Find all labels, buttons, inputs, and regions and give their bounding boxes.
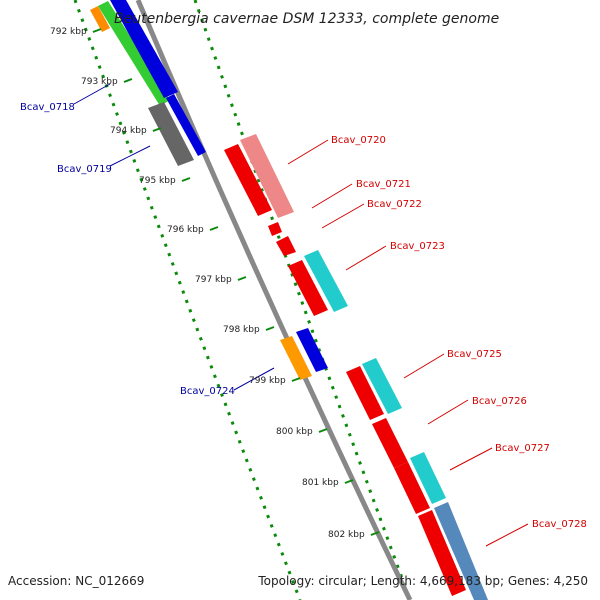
gene-label: Bcav_0724 bbox=[180, 386, 235, 397]
gene-label: Bcav_0718 bbox=[20, 102, 75, 113]
tick-labels: 792 kbp 793 kbp 794 kbp 795 kbp 796 kbp … bbox=[50, 27, 365, 540]
leader-line bbox=[321, 203, 365, 229]
topology-text: Topology: circular; Length: 4,669,183 bp… bbox=[258, 574, 588, 588]
tick-marks bbox=[92, 28, 380, 536]
gene-feature bbox=[240, 134, 294, 218]
gene-label: Bcav_0726 bbox=[472, 396, 527, 407]
gene-feature bbox=[98, 1, 170, 106]
gene-feature bbox=[166, 94, 206, 156]
gene-label: Bcav_0721 bbox=[356, 179, 411, 190]
accession-text: Accession: NC_012669 bbox=[8, 574, 145, 588]
tick-label: 793 kbp bbox=[81, 77, 118, 87]
tick-mark bbox=[291, 377, 301, 382]
genome-backbone bbox=[135, 0, 413, 600]
gene-feature bbox=[288, 260, 328, 316]
tick-mark bbox=[181, 177, 191, 182]
gene-feature bbox=[224, 144, 272, 216]
outer-dotted-track bbox=[193, 0, 412, 600]
gene-feature bbox=[394, 462, 430, 514]
tick-mark bbox=[344, 479, 354, 484]
tick-mark bbox=[265, 326, 275, 331]
gene-feature bbox=[268, 222, 282, 236]
gene-feature bbox=[372, 418, 408, 468]
gene-feature bbox=[296, 328, 328, 372]
leader-line bbox=[109, 145, 151, 167]
leader-line bbox=[345, 245, 387, 271]
tick-label: 801 kbp bbox=[302, 478, 339, 488]
leader-line bbox=[403, 353, 445, 379]
tick-mark bbox=[92, 28, 102, 33]
leader-line bbox=[311, 183, 353, 209]
gene-feature bbox=[280, 336, 312, 380]
gene-feature bbox=[362, 358, 402, 414]
tick-label: 802 kbp bbox=[328, 530, 365, 540]
gene-feature bbox=[346, 366, 384, 420]
leader-line bbox=[287, 139, 329, 165]
gene-label: Bcav_0727 bbox=[495, 443, 550, 454]
gene-feature bbox=[418, 510, 466, 596]
tick-label: 792 kbp bbox=[50, 27, 87, 37]
tick-label: 800 kbp bbox=[276, 427, 313, 437]
leader-line bbox=[485, 523, 529, 547]
gene-label: Bcav_0719 bbox=[57, 164, 112, 175]
tick-label: 797 kbp bbox=[195, 275, 232, 285]
reverse-strand-features bbox=[90, 0, 328, 380]
tick-mark bbox=[318, 428, 328, 433]
tick-label: 796 kbp bbox=[167, 225, 204, 235]
tick-mark bbox=[370, 531, 380, 536]
label-leaders bbox=[73, 83, 529, 547]
gene-label: Bcav_0728 bbox=[532, 519, 587, 530]
tick-mark bbox=[152, 127, 162, 132]
leader-line bbox=[427, 399, 469, 425]
gene-labels: Bcav_0718 Bcav_0719 Bcav_0720 Bcav_0721 … bbox=[20, 102, 587, 530]
tick-label: 795 kbp bbox=[139, 176, 176, 186]
leader-line bbox=[233, 367, 275, 391]
inner-dotted-track bbox=[73, 0, 302, 600]
tick-label: 794 kbp bbox=[110, 126, 147, 136]
gene-label: Bcav_0723 bbox=[390, 241, 445, 252]
tick-mark bbox=[237, 276, 247, 281]
tick-mark bbox=[123, 78, 133, 83]
map-title: Beutenbergia cavernae DSM 12333, complet… bbox=[114, 11, 499, 27]
gene-feature bbox=[148, 102, 194, 166]
gene-feature bbox=[110, 0, 178, 98]
tick-label: 799 kbp bbox=[249, 376, 286, 386]
gene-feature bbox=[434, 502, 488, 600]
tick-mark bbox=[209, 226, 219, 231]
leader-line bbox=[449, 447, 493, 471]
gene-feature bbox=[410, 452, 446, 504]
gene-label: Bcav_0725 bbox=[447, 349, 502, 360]
gene-feature bbox=[90, 6, 110, 32]
tick-label: 798 kbp bbox=[223, 325, 260, 335]
forward-strand-features bbox=[224, 134, 488, 600]
gene-label: Bcav_0720 bbox=[331, 135, 386, 146]
gene-label: Bcav_0722 bbox=[367, 199, 422, 210]
gene-feature bbox=[304, 250, 348, 312]
leader-line bbox=[73, 83, 111, 105]
gene-feature bbox=[276, 236, 296, 256]
